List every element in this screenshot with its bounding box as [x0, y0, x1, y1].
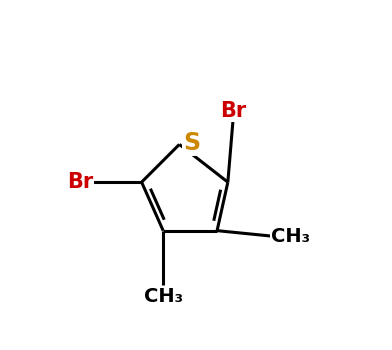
Text: S: S: [183, 131, 200, 155]
Text: Br: Br: [220, 101, 246, 121]
Text: CH₃: CH₃: [271, 226, 310, 246]
Text: Br: Br: [67, 172, 93, 192]
Text: CH₃: CH₃: [144, 287, 183, 306]
